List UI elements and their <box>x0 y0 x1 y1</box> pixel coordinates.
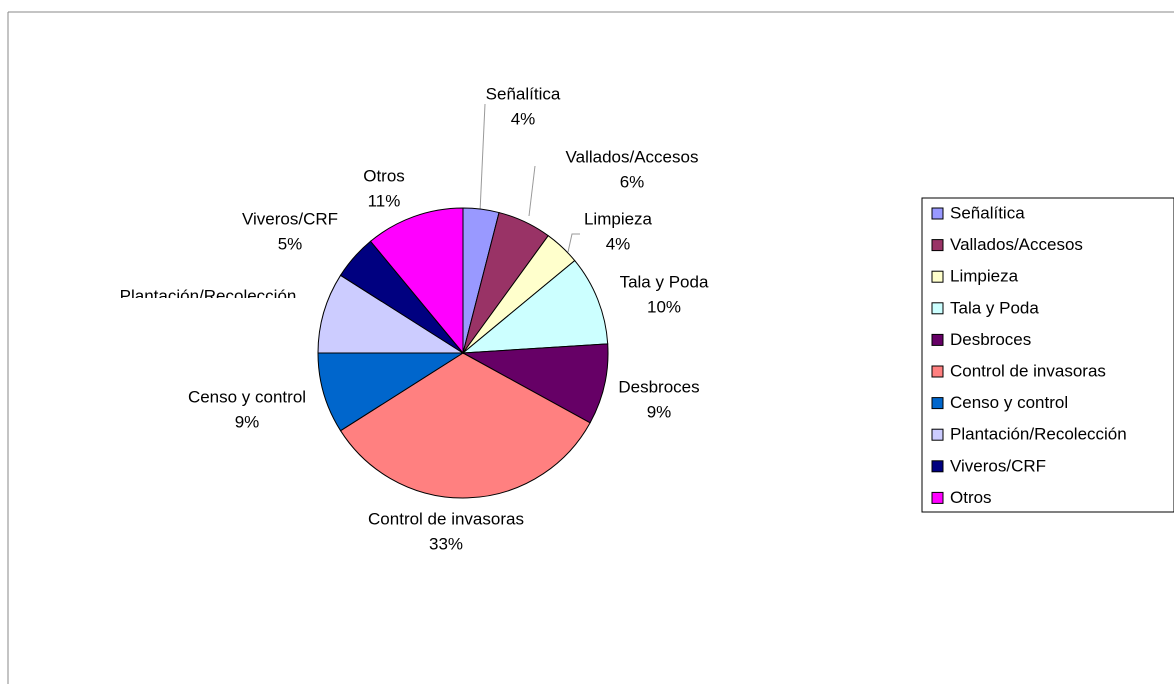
slice-label: Otros <box>363 166 405 185</box>
slice-value-label: 5% <box>278 234 303 253</box>
slice-value-label: 11% <box>368 191 401 210</box>
pie-slice <box>317 274 465 354</box>
legend-swatch <box>931 460 944 473</box>
leader-line <box>479 103 486 213</box>
slice-value-label: 10% <box>647 297 681 316</box>
legend-swatch <box>931 207 944 220</box>
slice-label: Plantación/Recolección <box>120 286 297 305</box>
leader-line <box>567 233 580 253</box>
slice-label: Tala y Poda <box>620 272 709 291</box>
slice-label: Censo y control <box>188 387 306 406</box>
legend-label: Otros <box>950 488 992 507</box>
pie-slice <box>461 343 609 424</box>
legend-swatch <box>931 333 944 346</box>
pie-slice <box>317 352 465 432</box>
slice-value-label: 9% <box>647 402 672 421</box>
slice-value-label: 33% <box>429 534 463 553</box>
legend-box <box>921 197 1174 513</box>
legend-swatch <box>931 428 944 441</box>
slice-value-label: 4% <box>606 234 631 253</box>
legend-swatch <box>931 397 944 410</box>
pie-slice <box>339 352 591 499</box>
slice-label: Señalítica <box>486 84 561 103</box>
legend-label: Desbroces <box>950 330 1031 349</box>
legend-label: Vallados/Accesos <box>950 235 1083 254</box>
slice-label: Vallados/Accesos <box>566 147 699 166</box>
legend-label: Control de invasoras <box>950 361 1106 380</box>
slice-value-label: 6% <box>620 172 645 191</box>
legend-swatch <box>931 491 944 504</box>
slice-value-label: 4% <box>511 109 536 128</box>
legend-label: Limpieza <box>950 267 1019 286</box>
leader-line <box>528 165 536 217</box>
legend-label: Plantación/Recolección <box>950 425 1127 444</box>
legend-label: Tala y Poda <box>950 298 1039 317</box>
slice-label: Limpieza <box>584 209 653 228</box>
slice-label: Control de invasoras <box>368 509 524 528</box>
slice-value-label: 9% <box>235 412 260 431</box>
slice-label: Viveros/CRF <box>242 209 338 228</box>
legend-label: Censo y control <box>950 393 1068 412</box>
legend-swatch <box>931 239 944 252</box>
pie-slice <box>461 259 609 354</box>
legend-label: Viveros/CRF <box>950 456 1046 475</box>
legend-swatch <box>931 270 944 283</box>
legend-label: Señalítica <box>950 203 1025 222</box>
legend-swatch <box>931 302 944 315</box>
legend-swatch <box>931 365 944 378</box>
slice-label: Desbroces <box>618 377 699 396</box>
pie-slice <box>369 207 464 355</box>
